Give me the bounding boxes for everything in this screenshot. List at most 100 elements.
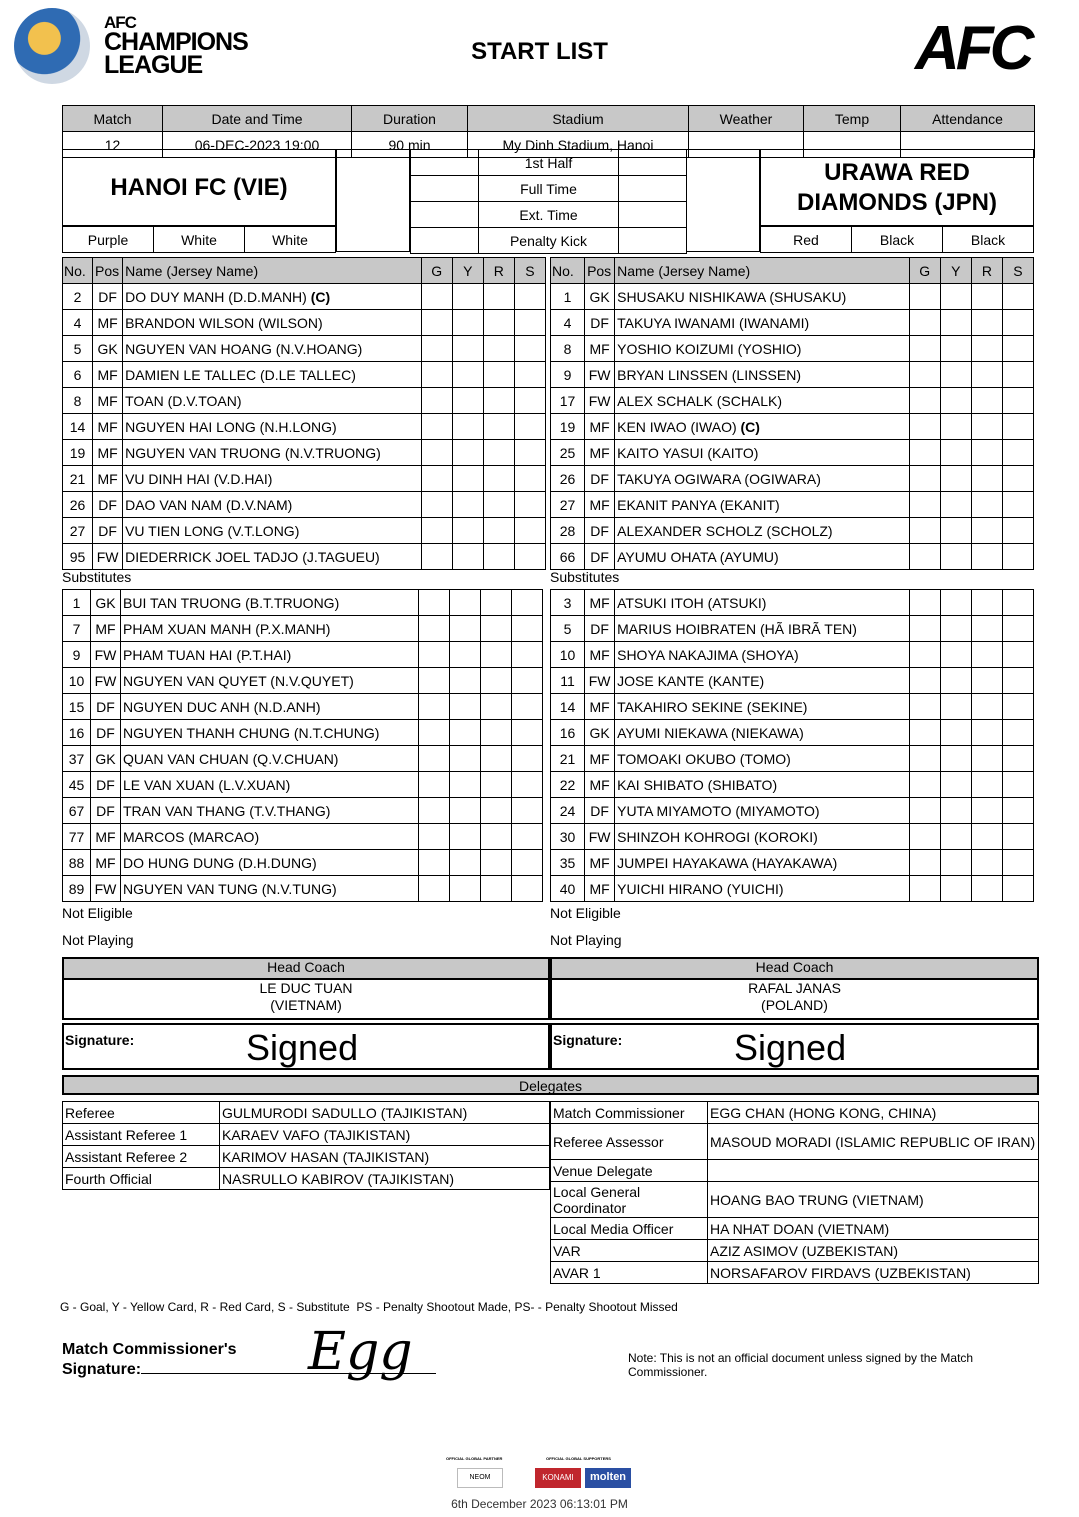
player-number: 30 <box>549 823 586 850</box>
player-number: 66 <box>549 543 586 570</box>
player-number: 6 <box>61 361 94 388</box>
stat-cell <box>482 491 515 518</box>
stat-cell <box>970 823 1003 850</box>
player-name: TAKUYA IWANAMI (IWANAMI) <box>617 314 810 331</box>
stat-cell <box>1001 849 1035 876</box>
stat-cell <box>511 823 543 850</box>
player-name-cell: ALEX SCHALK (SCHALK) <box>614 387 910 414</box>
player-name-cell: KAI SHIBATO (SHIBATO) <box>614 771 910 798</box>
player-number: 17 <box>549 387 586 414</box>
stat-cell <box>451 283 484 310</box>
stat-cell <box>908 615 941 642</box>
player-number: 9 <box>549 361 586 388</box>
delegate-row: Assistant Referee 1 KARAEV VAFO (TAJIKIST… <box>62 1123 550 1146</box>
player-name-cell: VU TIEN LONG (V.T.LONG) <box>122 517 422 544</box>
stat-cell <box>908 491 941 518</box>
stat-cell <box>451 517 484 544</box>
player-name-cell: LE VAN XUAN (L.V.XUAN) <box>120 771 419 798</box>
stat-cell <box>939 875 972 902</box>
player-number: 5 <box>549 615 586 642</box>
player-position: FW <box>584 823 616 850</box>
delegate-name: NORSAFAROV FIRDAVS (UZBEKISTAN) <box>707 1261 1039 1284</box>
match-info-header: Duration <box>351 105 468 132</box>
column-header: S <box>1001 257 1035 284</box>
stat-cell <box>970 771 1003 798</box>
away-coach-country: (POLAND) <box>761 997 828 1013</box>
player-position: DF <box>92 517 124 544</box>
column-header: Pos <box>584 257 616 284</box>
player-position: DF <box>584 309 616 336</box>
player-name: EKANIT PANYA (EKANIT) <box>617 496 780 513</box>
stat-cell <box>1001 361 1035 388</box>
away-coach-box: Head Coach RAFAL JANAS (POLAND) <box>550 957 1039 1020</box>
player-number: 8 <box>61 387 94 414</box>
player-name: TAKUYA OGIWARA (OGIWARA) <box>617 470 821 487</box>
delegate-row: Referee GULMURODI SADULLO (TAJIKISTAN) <box>62 1101 550 1124</box>
player-name-cell: YOSHIO KOIZUMI (YOSHIO) <box>614 335 910 362</box>
stat-cell <box>420 387 453 414</box>
away-subs-label: Substitutes <box>550 569 620 585</box>
stat-cell <box>420 335 453 362</box>
player-name: BRANDON WILSON (WILSON) <box>125 314 323 331</box>
stat-cell <box>420 543 453 570</box>
player-name-cell: BRYAN LINSSEN (LINSSEN) <box>614 361 910 388</box>
stat-cell <box>908 875 941 902</box>
player-number: 4 <box>61 309 94 336</box>
stat-cell <box>480 615 512 642</box>
player-row: 14 MF TAKAHIRO SEKINE (SEKINE) <box>549 693 1035 720</box>
player-number: 7 <box>62 615 91 642</box>
player-name-cell: AYUMI NIEKAWA (NIEKAWA) <box>614 719 910 746</box>
stat-cell <box>1001 439 1035 466</box>
stat-cell <box>451 309 484 336</box>
player-position: FW <box>90 875 121 902</box>
player-row: 26 DF TAKUYA OGIWARA (OGIWARA) <box>549 465 1035 492</box>
player-number: 89 <box>62 875 91 902</box>
player-name-cell: NGUYEN VAN TRUONG (N.V.TRUONG) <box>122 439 422 466</box>
player-name: PHAM XUAN MANH (P.X.MANH) <box>123 620 331 637</box>
player-name: QUAN VAN CHUAN (Q.V.CHUAN) <box>123 750 339 767</box>
player-name: NGUYEN DUC ANH (N.D.ANH) <box>123 698 321 715</box>
stat-cell <box>511 849 543 876</box>
player-name: YUTA MIYAMOTO (MIYAMOTO) <box>617 802 820 819</box>
neom-logo: NEOM <box>457 1468 503 1488</box>
delegate-name <box>707 1159 1039 1182</box>
stat-cell <box>451 361 484 388</box>
stat-cell <box>513 335 547 362</box>
home_subs-table: 1 GK BUI TAN TRUONG (B.T.TRUONG) 7 MF PHAM XU… <box>62 589 543 902</box>
stat-cell <box>908 745 941 772</box>
player-row: 21 MF TOMOAKI OKUBO (TOMO) <box>549 745 1035 772</box>
player-name: JOSE KANTE (KANTE) <box>617 672 765 689</box>
delegate-name: NASRULLO KABIROV (TAJIKISTAN) <box>219 1167 550 1190</box>
player-name-cell: PHAM TUAN HAI (P.T.HAI) <box>120 641 419 668</box>
delegate-row: Fourth Official NASRULLO KABIROV (TAJIKIS… <box>62 1167 550 1190</box>
player-name: MARCOS (MARCAO) <box>123 828 260 845</box>
stat-cell <box>939 797 972 824</box>
commissioner-signature-label: Match Commissioner's Signature: <box>62 1340 437 1380</box>
stat-cell <box>1001 719 1035 746</box>
head-coach-label: Head Coach <box>552 959 1037 980</box>
stat-cell <box>511 875 543 902</box>
match-info-table: Match Date and Time Duration Stadium Weather… <box>62 105 1035 158</box>
player-number: 27 <box>61 517 94 544</box>
player-name: AYUMU OHATA (AYUMU) <box>617 548 779 565</box>
player-row: 25 MF KAITO YASUI (KAITO) <box>549 439 1035 466</box>
player-position: FW <box>584 667 616 694</box>
stat-cell <box>449 719 481 746</box>
player-row: 27 DF VU TIEN LONG (V.T.LONG) <box>61 517 547 544</box>
stat-cell <box>449 667 481 694</box>
delegate-role: Assistant Referee 2 <box>62 1145 220 1168</box>
player-position: DF <box>584 517 616 544</box>
stat-cell <box>480 589 512 616</box>
timestamp: 6th December 2023 06:13:01 PM <box>451 1497 628 1511</box>
player-position: MF <box>584 641 616 668</box>
player-name: VU TIEN LONG (V.T.LONG) <box>125 522 300 539</box>
player-name: TOMOAKI OKUBO (TOMO) <box>617 750 791 767</box>
delegate-role: Assistant Referee 1 <box>62 1123 220 1146</box>
player-row: 22 MF KAI SHIBATO (SHIBATO) <box>549 771 1035 798</box>
stat-cell <box>970 439 1003 466</box>
stat-cell <box>939 491 972 518</box>
delegate-row: AVAR 1 NORSAFAROV FIRDAVS (UZBEKISTAN) <box>550 1261 1039 1284</box>
stat-cell <box>480 771 512 798</box>
player-number: 27 <box>549 491 586 518</box>
player-position: DF <box>90 771 121 798</box>
